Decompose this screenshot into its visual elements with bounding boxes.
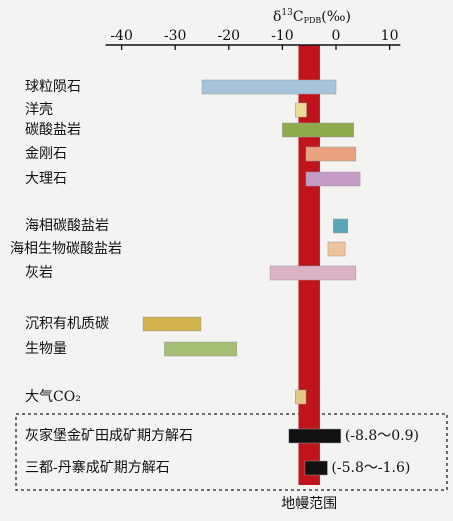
value-label: (-5.8～-1.6) [331,460,410,476]
x-tick-label: 10 [381,28,399,44]
category-label: 海相碳酸盐岩 [25,218,109,234]
category-label: 生物量 [25,341,67,357]
category-label: 洋壳 [25,101,53,118]
range-bar [333,218,349,234]
category-label: 灰岩 [25,265,53,281]
category-label: 大气CO₂ [25,389,81,405]
x-tick-label: -30 [164,28,187,44]
category-label: 碳酸盐岩 [25,122,81,138]
band-label: 地幔范围 [281,495,337,512]
axis-title-part: δ [273,9,281,25]
category-label: 灰家堡金矿田成矿期方解石 [25,427,193,444]
value-label: (-8.8～0.9) [345,428,419,444]
x-tick-label: 0 [332,28,341,44]
range-bar [282,122,354,138]
x-tick-label: -40 [110,28,133,44]
range-bar [288,428,342,444]
range-bar [201,79,337,95]
range-bar [142,316,202,332]
range-bar [164,341,238,357]
range-bar [305,146,357,162]
category-label: 海相生物碳酸盐岩 [10,241,122,257]
axis-title-part: PDB [304,16,322,25]
range-bar [269,265,357,281]
category-label: 球粒陨石 [25,79,81,95]
axis-title-part: 13 [281,8,293,18]
category-label: 沉积有机质碳 [25,316,109,332]
x-tick-label: -10 [271,28,294,44]
axis-title-part: C [293,9,304,25]
axis-title: δ13CPDB(‰) [273,8,351,26]
range-bar [305,171,361,187]
axis-title-part: (‰) [321,9,351,25]
range-bar [327,241,346,257]
range-bar [295,389,307,405]
category-label: 三都-丹寨成矿期方解石 [25,459,170,476]
category-label: 大理石 [25,171,67,187]
highlight-box [15,413,448,491]
category-label: 金刚石 [25,146,67,162]
range-bar [304,460,328,476]
range-bar [295,102,307,118]
x-tick-label: -20 [218,28,241,44]
